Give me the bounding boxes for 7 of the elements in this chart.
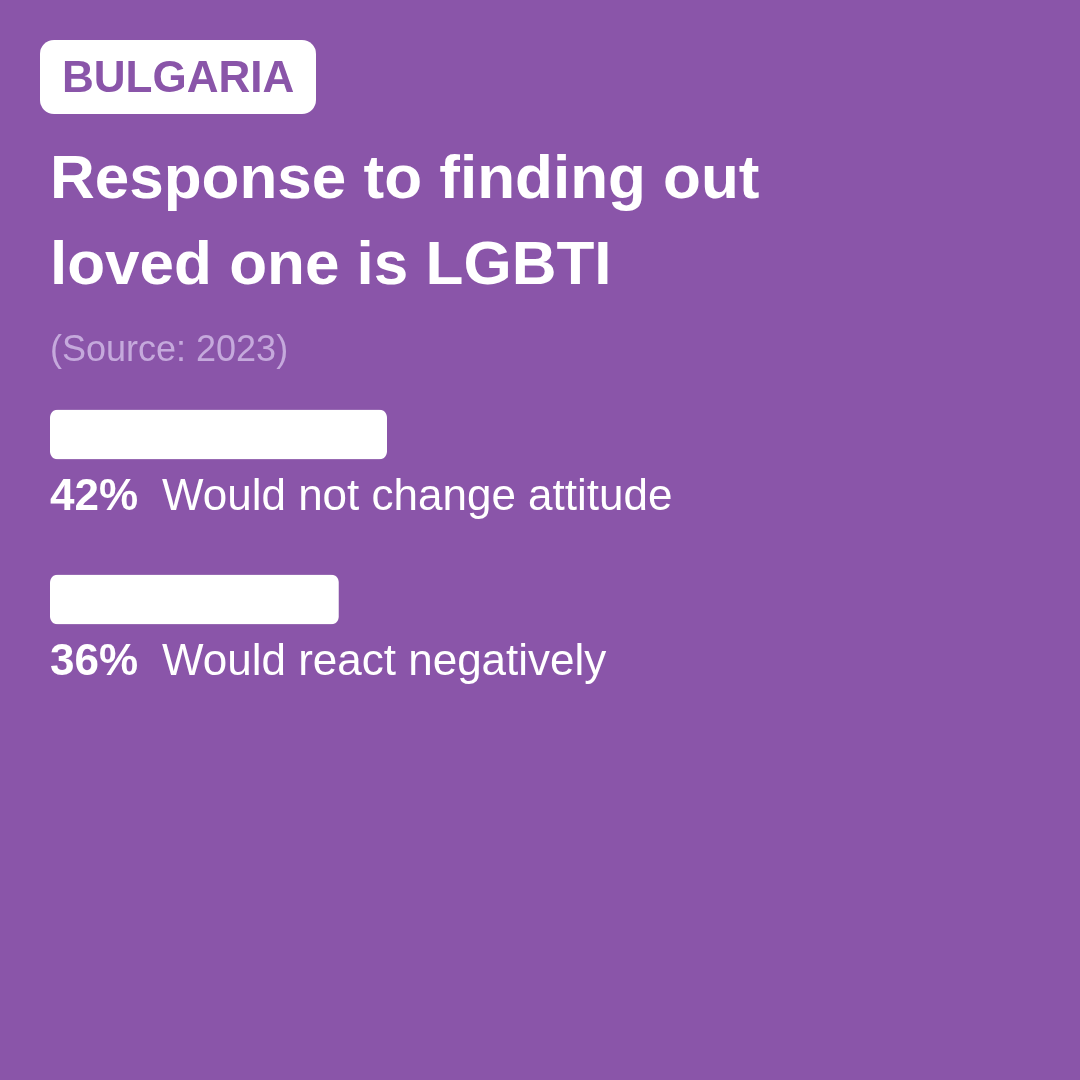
data-label: 36%: [50, 634, 139, 684]
chart-subtitle: BULGARIA: [40, 40, 317, 114]
chart-title: Response to finding out loved one is LGBTI: [50, 141, 761, 299]
data-label: 42%: [50, 469, 139, 519]
y-tick-label: Would react negatively: [162, 634, 607, 684]
text: (Source: 2023): [50, 328, 289, 370]
y-tick-label: Would not change attitude: [162, 469, 673, 519]
